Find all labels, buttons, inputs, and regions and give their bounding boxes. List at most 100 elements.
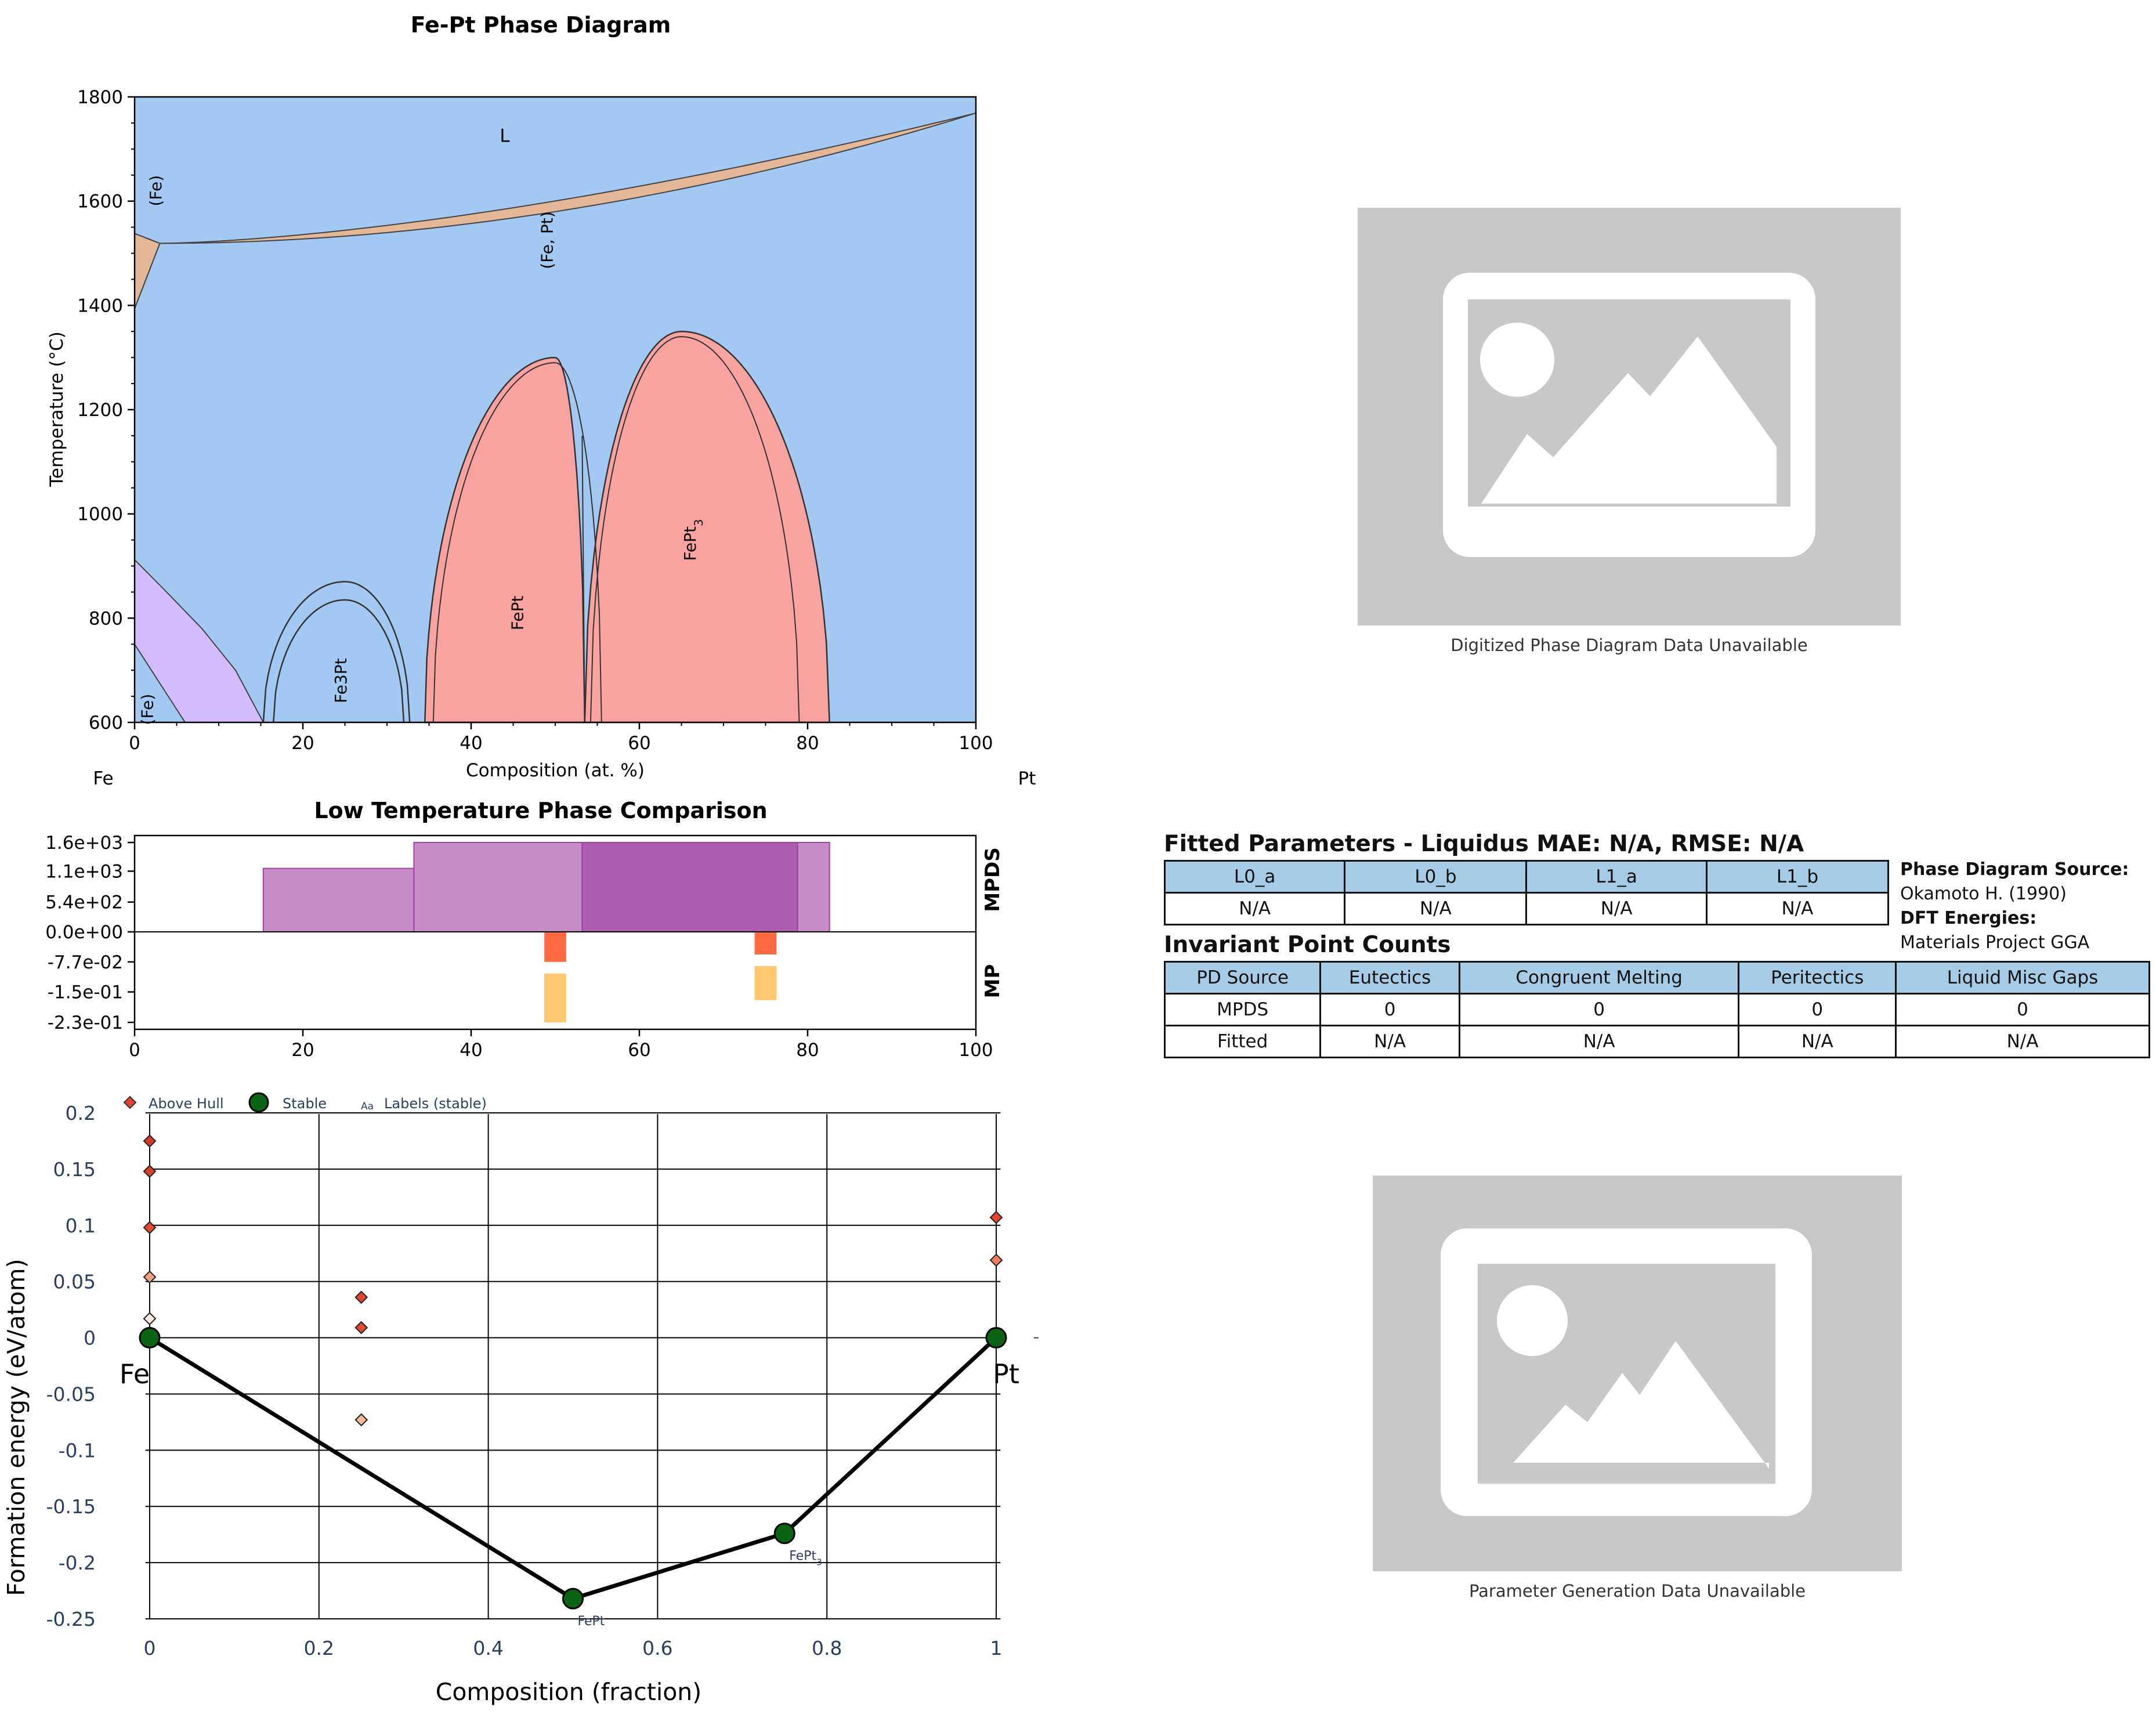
above-hull-point	[989, 1253, 1003, 1267]
hull-x-tick-label: 0.2	[304, 1637, 334, 1659]
fe3pt-outer-boundary	[262, 581, 411, 723]
hull-end-label-pt: Pt	[993, 1358, 1019, 1390]
hull-legend: Above Hull Stable Aa Labels (stable)	[123, 1092, 487, 1113]
comparison-y-tick-label: -1.5e-01	[48, 982, 123, 1003]
comparison-y-tick-label: -7.7e-02	[48, 952, 123, 973]
parameter-placeholder-caption: Parameter Generation Data Unavailable	[1468, 1581, 1806, 1601]
invariant-cell: 0	[1738, 993, 1897, 1026]
phase-region-label: (Fe)	[146, 175, 165, 207]
hull-ylabel: Formation energy (eV/atom)	[2, 1259, 30, 1596]
mp-phase-bar-lower	[754, 966, 777, 1000]
comparison-x-tick-label: 80	[796, 1040, 819, 1061]
comparison-x-tick-label: 60	[628, 1040, 650, 1061]
source-info: Phase Diagram Source: Okamoto H. (1990) …	[1900, 858, 2129, 955]
above-hull-point	[354, 1290, 368, 1304]
x-tick-label: 0	[129, 733, 140, 754]
digitized-phase-diagram-placeholder	[1358, 208, 1901, 625]
invariant-cell: N/A	[1895, 1025, 2150, 1058]
x-tick-label: 100	[958, 733, 993, 754]
hull-y-tick-label: -0.05	[46, 1383, 96, 1405]
legend-labels-label: Labels (stable)	[384, 1095, 487, 1112]
invariant-point-counts-table: PD Source Eutectics Congruent Melting Pe…	[1163, 961, 2150, 1058]
mp-phase-bar-lower	[544, 973, 566, 1022]
x-tick-label: 20	[291, 733, 314, 754]
hull-x-tick-label: 0	[143, 1637, 155, 1659]
invariant-point-counts-title: Invariant Point Counts	[1164, 932, 1451, 958]
fept3-region	[584, 331, 830, 724]
comparison-y-tick-label: -2.3e-01	[48, 1013, 123, 1033]
phase-diagram-ylabel: Temperature (°C)	[46, 331, 67, 487]
phase-diagram-title: Fe-Pt Phase Diagram	[411, 12, 671, 38]
phase-diagram-right-element: Pt	[1018, 768, 1036, 789]
hull-x-tick-label: 0.4	[473, 1637, 503, 1659]
fitted-header-row: L0_a L0_b L1_a L1_b	[1163, 860, 1890, 894]
hull-y-tick-label: 0.05	[53, 1271, 96, 1293]
fitted-value-cell: N/A	[1705, 892, 1890, 925]
fitted-header-cell: L0_b	[1344, 860, 1528, 894]
mpds-phase-bar	[413, 842, 583, 932]
invariant-header-cell: Liquid Misc Gaps	[1895, 961, 2150, 995]
hull-x-tick-label: 1	[990, 1637, 1003, 1659]
phase-diagram-left-element: Fe	[93, 768, 113, 789]
fitted-value-cell: N/A	[1163, 892, 1346, 925]
phase-region-label: (Fe, Pt)	[538, 211, 557, 269]
comparison-x-tick-label: 20	[291, 1040, 314, 1061]
invariant-header-row: PD Source Eutectics Congruent Melting Pe…	[1163, 961, 2150, 995]
hull-y-tick-label: 0.2	[66, 1102, 96, 1124]
phase-comparison-chart: Low Temperature Phase Comparison 1.6e+03…	[45, 798, 1004, 1061]
mpds-phase-bar	[581, 842, 798, 932]
phase-region-label: (Fe)	[138, 694, 157, 725]
hull-y-tick-label: -0.25	[46, 1608, 96, 1630]
phase-region-label: Fe3Pt	[331, 658, 350, 703]
stable-point	[139, 1327, 161, 1349]
comparison-y-tick-label: 1.1e+03	[45, 861, 123, 882]
phase-region-label: FePt3	[681, 519, 706, 561]
y-tick-label: 800	[89, 608, 123, 629]
above-hull-point	[143, 1165, 157, 1178]
legend-above-hull-marker	[123, 1095, 137, 1109]
phase-diagram-chart: Fe-Pt Phase Diagram 0 20 40 60 80 100 600 800 10…	[46, 12, 1036, 789]
above-hull-point	[354, 1413, 368, 1427]
hull-y-tick-label: -0.2	[59, 1552, 96, 1574]
invariant-header-cell: PD Source	[1163, 961, 1322, 995]
invariant-cell: MPDS	[1163, 993, 1322, 1026]
invariant-row-fitted: Fitted N/A N/A N/A N/A	[1163, 1025, 2150, 1058]
mp-phase-bar-upper	[754, 932, 777, 954]
dft-energies-value: Materials Project GGA	[1900, 932, 2090, 953]
y-tick-label: 1200	[77, 400, 123, 421]
fitted-header-cell: L0_a	[1163, 860, 1346, 894]
y-tick-label: 1000	[77, 504, 123, 525]
comparison-y-tick-label: 1.6e+03	[45, 833, 123, 854]
y-tick-label: 1800	[77, 87, 123, 108]
above-hull-point	[143, 1134, 157, 1148]
placeholder-mountain-icon	[1513, 1341, 1769, 1469]
phase-diagram-xlabel: Composition (at. %)	[466, 760, 645, 781]
invariant-cell: N/A	[1738, 1025, 1897, 1058]
alpha-fe-region	[134, 558, 265, 723]
above-hull-point	[354, 1321, 368, 1335]
comparison-y-tick-label: 5.4e+02	[45, 892, 123, 913]
fitted-parameters-table: L0_a L0_b L1_a L1_b N/A N/A N/A N/A	[1163, 860, 1890, 925]
hull-y-tick-label: 0	[84, 1327, 96, 1350]
y-tick-label: 1600	[77, 191, 123, 212]
hull-end-label-fe: Fe	[120, 1358, 150, 1390]
invariant-cell: 0	[1895, 993, 2150, 1026]
fept-inner-boundary	[432, 362, 602, 723]
fitted-header-cell: L1_b	[1705, 860, 1890, 894]
legend-above-hull-label: Above Hull	[149, 1095, 224, 1112]
invariant-cell: Fitted	[1163, 1025, 1322, 1058]
above-hull-point	[989, 1210, 1003, 1224]
mp-phase-bar-upper	[544, 932, 566, 962]
hull-y-tick-label: 0.15	[53, 1158, 96, 1181]
stable-point-label: FePt3	[789, 1549, 822, 1568]
fept-region	[424, 356, 586, 724]
stable-point	[562, 1588, 584, 1610]
fitted-parameters-title: Fitted Parameters - Liquidus MAE: N/A, R…	[1164, 831, 1804, 857]
invariant-row-mpds: MPDS 0 0 0 0	[1163, 993, 2150, 1026]
pd-source-label: Phase Diagram Source:	[1900, 859, 2129, 880]
pd-source-value: Okamoto H. (1990)	[1900, 884, 2067, 904]
parameter-generation-placeholder	[1373, 1176, 1902, 1571]
dft-energies-label: DFT Energies:	[1900, 908, 2037, 928]
x-tick-label: 60	[628, 733, 650, 754]
legend-stable-label: Stable	[283, 1095, 327, 1112]
